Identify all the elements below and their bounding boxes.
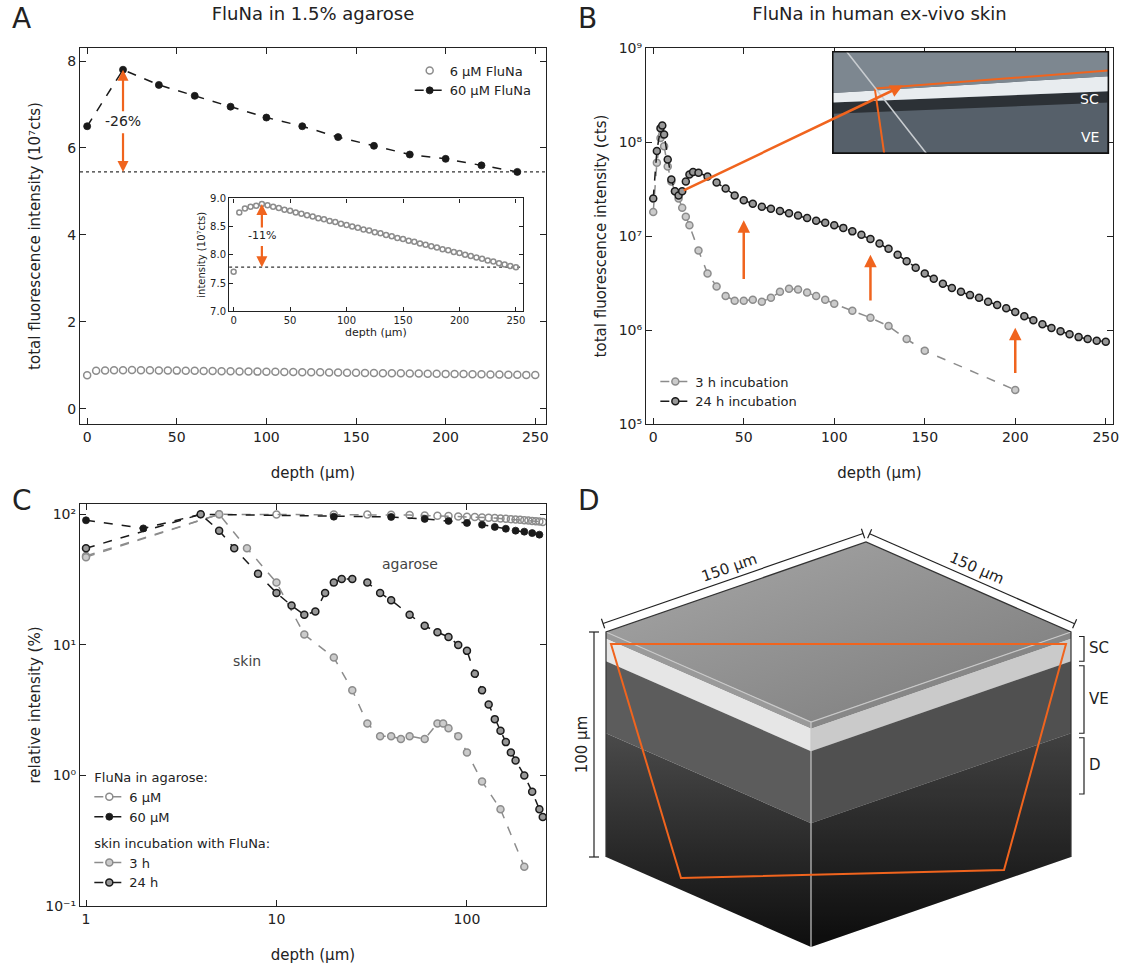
svg-text:SC: SC <box>1089 639 1109 657</box>
svg-text:10⁷: 10⁷ <box>619 228 642 244</box>
svg-text:100: 100 <box>253 429 280 445</box>
svg-text:10⁶: 10⁶ <box>619 322 643 338</box>
svg-text:total fluorescence intensity (: total fluorescence intensity (10⁷cts) <box>26 102 44 370</box>
svg-text:250: 250 <box>506 315 525 326</box>
svg-text:VE: VE <box>1089 690 1109 708</box>
svg-text:7.5: 7.5 <box>210 278 226 289</box>
svg-text:200: 200 <box>432 429 459 445</box>
svg-text:24 h: 24 h <box>129 875 158 890</box>
svg-text:150: 150 <box>393 315 412 326</box>
svg-text:relative intensity (%): relative intensity (%) <box>26 626 44 783</box>
svg-text:1: 1 <box>82 911 91 927</box>
svg-text:0: 0 <box>83 429 92 445</box>
svg-text:50: 50 <box>735 429 753 445</box>
svg-text:0: 0 <box>230 315 236 326</box>
svg-text:depth (µm): depth (µm) <box>345 326 407 339</box>
svg-text:10: 10 <box>268 911 286 927</box>
html-text:A: A <box>12 2 32 35</box>
html-text:D: D <box>578 484 600 517</box>
svg-text:0: 0 <box>649 429 658 445</box>
svg-text:FluNa in human ex-vivo skin: FluNa in human ex-vivo skin <box>752 3 1006 24</box>
svg-text:6: 6 <box>67 140 76 156</box>
svg-text:4: 4 <box>67 227 76 243</box>
svg-text:150: 150 <box>911 429 938 445</box>
svg-text:10⁸: 10⁸ <box>619 134 643 150</box>
svg-text:intensity (10⁷cts): intensity (10⁷cts) <box>196 212 207 298</box>
svg-text:3 h: 3 h <box>129 856 150 871</box>
svg-text:50: 50 <box>284 315 297 326</box>
svg-text:250: 250 <box>1092 429 1119 445</box>
svg-text:3 h incubation: 3 h incubation <box>695 375 788 390</box>
svg-text:150 µm: 150 µm <box>699 550 759 586</box>
svg-text:depth (µm): depth (µm) <box>271 464 355 482</box>
html-text:C: C <box>12 484 32 517</box>
svg-text:8.5: 8.5 <box>210 221 226 232</box>
svg-text:depth (µm): depth (µm) <box>837 464 921 482</box>
svg-text:150 µm: 150 µm <box>947 548 1007 588</box>
svg-text:100: 100 <box>337 315 356 326</box>
svg-text:60 µM: 60 µM <box>129 810 169 825</box>
svg-text:100: 100 <box>821 429 848 445</box>
svg-text:100: 100 <box>454 911 481 927</box>
svg-text:50: 50 <box>168 429 186 445</box>
svg-text:10⁰: 10⁰ <box>53 767 77 783</box>
html-text:B: B <box>578 2 598 35</box>
svg-text:-11%: -11% <box>248 229 276 242</box>
svg-text:9.0: 9.0 <box>210 193 226 204</box>
svg-text:D: D <box>1089 756 1101 774</box>
svg-text:200: 200 <box>450 315 469 326</box>
svg-text:10⁵: 10⁵ <box>619 416 642 432</box>
svg-text:total fluorescence intensity (: total fluorescence intensity (cts) <box>592 115 610 358</box>
svg-text:FluNa in agarose:: FluNa in agarose: <box>94 770 207 785</box>
svg-text:24 h incubation: 24 h incubation <box>695 394 796 409</box>
svg-text:-26%: -26% <box>105 113 141 129</box>
svg-text:10¹: 10¹ <box>53 637 76 653</box>
svg-text:FluNa in 1.5% agarose: FluNa in 1.5% agarose <box>212 3 415 24</box>
svg-text:8: 8 <box>67 53 76 69</box>
svg-text:VE: VE <box>1081 129 1099 145</box>
svg-text:60 µM FluNa: 60 µM FluNa <box>450 83 531 98</box>
svg-text:150: 150 <box>343 429 370 445</box>
svg-text:0: 0 <box>67 401 76 417</box>
svg-text:depth (µm): depth (µm) <box>271 946 355 964</box>
svg-text:250: 250 <box>522 429 549 445</box>
svg-text:200: 200 <box>1002 429 1029 445</box>
svg-text:100 µm: 100 µm <box>573 716 591 774</box>
svg-text:8.0: 8.0 <box>210 249 226 260</box>
svg-text:2: 2 <box>67 314 76 330</box>
svg-text:6 µM: 6 µM <box>129 790 161 805</box>
svg-text:skin incubation with FluNa:: skin incubation with FluNa: <box>94 836 270 851</box>
svg-text:10²: 10² <box>53 506 76 522</box>
svg-text:6 µM FluNa: 6 µM FluNa <box>450 64 523 79</box>
svg-text:SC: SC <box>1080 91 1099 107</box>
svg-text:agarose: agarose <box>382 556 438 572</box>
svg-text:10⁻¹: 10⁻¹ <box>45 898 76 914</box>
svg-text:7.0: 7.0 <box>210 306 226 317</box>
svg-text:10⁹: 10⁹ <box>619 40 643 56</box>
svg-text:skin: skin <box>233 653 261 669</box>
